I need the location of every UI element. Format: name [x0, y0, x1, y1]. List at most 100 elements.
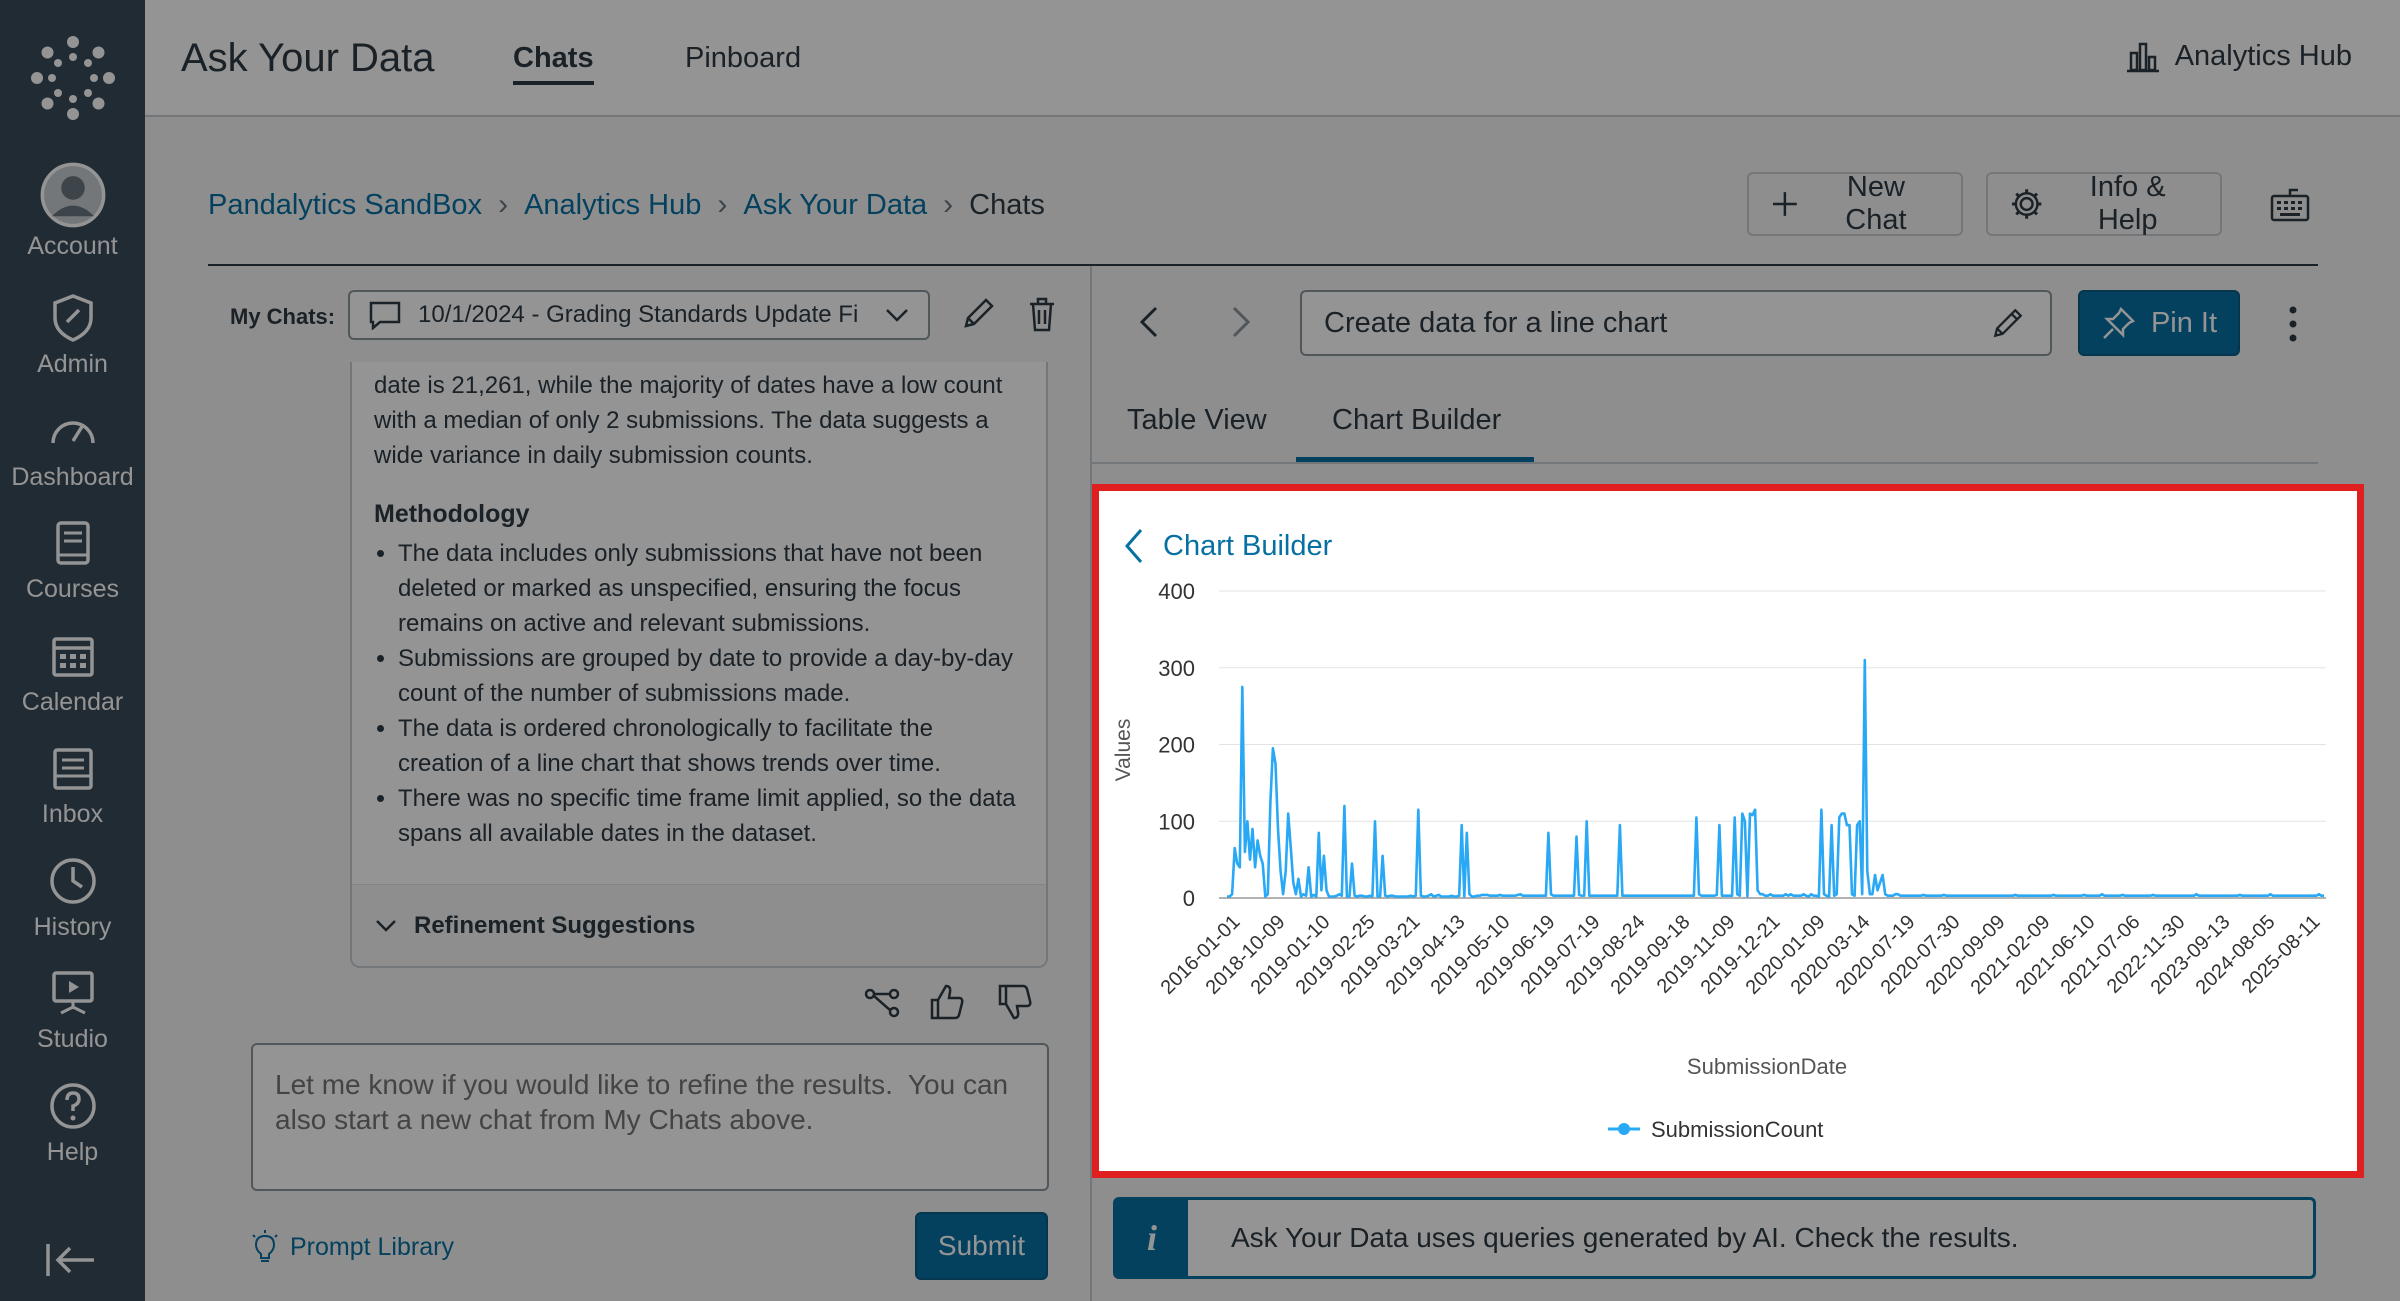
clock-icon — [49, 858, 96, 904]
prompt-library-link[interactable]: Prompt Library — [250, 1230, 454, 1264]
breadcrumb: Pandalytics SandBox › Analytics Hub › As… — [208, 188, 1045, 222]
query-title: Create data for a line chart — [1324, 306, 1668, 339]
chevron-down-icon — [886, 309, 908, 322]
collapse-nav-icon[interactable] — [44, 1240, 100, 1280]
bar-chart-icon — [2126, 42, 2159, 72]
trash-icon[interactable] — [1020, 292, 1064, 336]
list-item: The data includes only submissions that … — [398, 536, 1024, 641]
nav-account[interactable]: Account — [0, 162, 145, 261]
nav-label: Dashboard — [11, 463, 134, 491]
x-axis: 2016-01-012018-10-092019-01-102019-02-25… — [1157, 911, 2325, 999]
book-icon — [55, 521, 90, 565]
ai-info-text: Ask Your Data uses queries generated by … — [1231, 1222, 2019, 1253]
nav-label: Inbox — [41, 800, 104, 828]
answer-card: date is 21,261, while the majority of da… — [350, 362, 1048, 968]
calendar-icon — [51, 637, 94, 677]
pin-it-button[interactable]: Pin It — [2078, 290, 2240, 356]
panel-divider — [1090, 266, 1092, 1301]
nav-label: Account — [27, 232, 118, 260]
list-item: The data is ordered chronologically to f… — [398, 711, 1024, 781]
my-chats-label: My Chats: — [230, 304, 336, 329]
nav-help[interactable]: Help — [0, 1078, 145, 1167]
chart-legend[interactable]: SubmissionCount — [1608, 1117, 1823, 1142]
methodology-list: The data includes only submissions that … — [374, 536, 1024, 851]
y-tick-label: 0 — [1183, 886, 1195, 911]
chart-builder-back-link[interactable]: Chart Builder — [1123, 527, 1332, 565]
nav-courses[interactable]: Courses — [0, 515, 145, 604]
chat-select[interactable]: 10/1/2024 - Grading Standards Update Fi — [348, 290, 930, 340]
breadcrumb-link[interactable]: Ask Your Data — [743, 188, 928, 221]
inbox-icon — [52, 748, 93, 790]
global-nav: Account Admin Dashboard Courses Calendar — [0, 0, 145, 1301]
chevron-right-icon: › — [498, 188, 509, 221]
legend-label: SubmissionCount — [1651, 1117, 1823, 1142]
chart-builder-back-label: Chart Builder — [1163, 529, 1333, 562]
shield-icon — [52, 294, 93, 342]
line-chart: 0 100 200 300 400 2016-01-012018-10-092019-0… — [1112, 579, 2326, 1142]
gear-icon — [2011, 189, 2042, 219]
tab-table-view[interactable]: Table View — [1127, 404, 1267, 436]
thumbs-up-icon[interactable] — [924, 980, 968, 1024]
tab-chats[interactable]: Chats — [513, 42, 594, 85]
chevron-right-icon: › — [717, 188, 728, 221]
keyboard-icon[interactable] — [2268, 184, 2312, 228]
analytics-hub-label: Analytics Hub — [2174, 40, 2352, 72]
pin-it-label: Pin It — [2150, 306, 2218, 339]
pin-icon — [2103, 306, 2136, 339]
tab-chart-builder[interactable]: Chart Builder — [1332, 404, 1502, 436]
active-tab-indicator — [1296, 457, 1534, 462]
refinement-label: Refinement Suggestions — [414, 911, 696, 939]
list-item: Submissions are grouped by date to provi… — [398, 641, 1024, 711]
thumbs-down-icon[interactable] — [992, 980, 1036, 1024]
nav-dashboard[interactable]: Dashboard — [0, 403, 145, 492]
chevron-right-icon: › — [943, 188, 954, 221]
canvas-logo-icon[interactable] — [30, 35, 116, 121]
x-axis-label: SubmissionDate — [1687, 1054, 1847, 1079]
account-icon — [40, 162, 105, 228]
breadcrumb-link[interactable]: Analytics Hub — [524, 188, 702, 221]
my-chats-bar: My Chats: 10/1/2024 - Grading Standards … — [208, 266, 1090, 362]
analytics-hub-link[interactable]: Analytics Hub — [2125, 40, 2352, 73]
query-title-field[interactable]: Create data for a line chart — [1300, 290, 2052, 356]
nav-studio[interactable]: Studio — [0, 965, 145, 1054]
chevron-right-icon[interactable] — [1218, 300, 1262, 344]
nav-calendar[interactable]: Calendar — [0, 628, 145, 717]
pencil-icon[interactable] — [956, 292, 1000, 336]
share-icon[interactable] — [860, 980, 904, 1024]
app-title: Ask Your Data — [181, 36, 435, 80]
studio-icon — [51, 971, 94, 1015]
chevron-left-icon[interactable] — [1128, 300, 1172, 344]
nav-label: Help — [46, 1138, 99, 1166]
chevron-left-icon — [1125, 529, 1143, 563]
nav-label: Admin — [37, 350, 108, 378]
info-help-label: Info & Help — [2089, 171, 2166, 236]
y-tick-label: 300 — [1158, 656, 1195, 681]
nav-admin[interactable]: Admin — [0, 290, 145, 379]
app-header: Ask Your Data Chats Pinboard Analytics H… — [145, 0, 2400, 117]
nav-history[interactable]: History — [0, 853, 145, 942]
chart-builder-card: Chart Builder 0 100 200 300 400 2016-01-01 20… — [1092, 484, 2364, 1178]
y-tick-label: 200 — [1158, 733, 1195, 758]
chart-series — [1227, 658, 2324, 898]
series-line-submissioncount — [1227, 658, 2324, 898]
help-icon — [49, 1083, 96, 1129]
tab-pinboard[interactable]: Pinboard — [685, 42, 802, 74]
header-divider — [208, 264, 2318, 266]
more-options-icon[interactable] — [2278, 302, 2308, 346]
chart-grid — [1219, 590, 2326, 899]
lightbulb-icon — [252, 1230, 278, 1262]
refinement-suggestions-toggle[interactable]: Refinement Suggestions — [352, 884, 1046, 966]
prompt-library-label: Prompt Library — [290, 1232, 454, 1261]
breadcrumb-link[interactable]: Pandalytics SandBox — [208, 188, 483, 221]
selected-chat: 10/1/2024 - Grading Standards Update Fi — [418, 301, 859, 328]
answer-body: date is 21,261, while the majority of da… — [374, 368, 1024, 851]
prompt-input[interactable] — [251, 1043, 1049, 1191]
submit-button[interactable]: Submit — [915, 1212, 1048, 1280]
chevron-down-icon — [376, 919, 396, 932]
new-chat-button[interactable]: New Chat — [1747, 171, 1963, 236]
info-help-button[interactable]: Info & Help — [1986, 171, 2222, 236]
pencil-icon[interactable] — [1988, 303, 2028, 343]
answer-intro: date is 21,261, while the majority of da… — [374, 372, 1003, 469]
y-tick-label: 100 — [1158, 809, 1195, 834]
nav-inbox[interactable]: Inbox — [0, 740, 145, 829]
